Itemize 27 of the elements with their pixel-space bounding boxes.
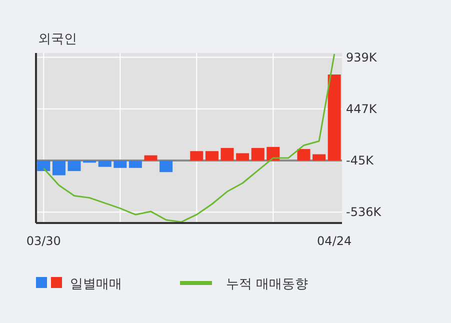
bar (266, 146, 280, 161)
legend-label: 누적 매매동향 (226, 277, 308, 292)
bar (98, 160, 112, 167)
line-series (42, 53, 336, 223)
bar (297, 149, 310, 161)
bar (251, 148, 264, 161)
chart-title: 외국인 (38, 32, 77, 47)
bar (144, 155, 158, 161)
bar (328, 74, 341, 161)
bar (128, 160, 142, 168)
bar (52, 160, 66, 176)
y-tick-label: -45K (346, 154, 375, 168)
y-tick-label: 447K (346, 102, 378, 116)
bar (236, 153, 250, 161)
y-tick-label: -536K (346, 205, 382, 220)
bar (160, 160, 173, 172)
x-tick-label: 04/24 (317, 234, 352, 248)
bar (205, 151, 218, 161)
bar (68, 160, 81, 172)
bar (220, 148, 234, 161)
legend-label: 일별매매 (70, 277, 122, 292)
bar (114, 160, 127, 168)
bar (190, 151, 204, 161)
bar (312, 154, 326, 161)
bar (37, 160, 50, 172)
x-tick-label: 03/30 (26, 234, 61, 248)
y-tick-label: 939K (346, 50, 378, 64)
